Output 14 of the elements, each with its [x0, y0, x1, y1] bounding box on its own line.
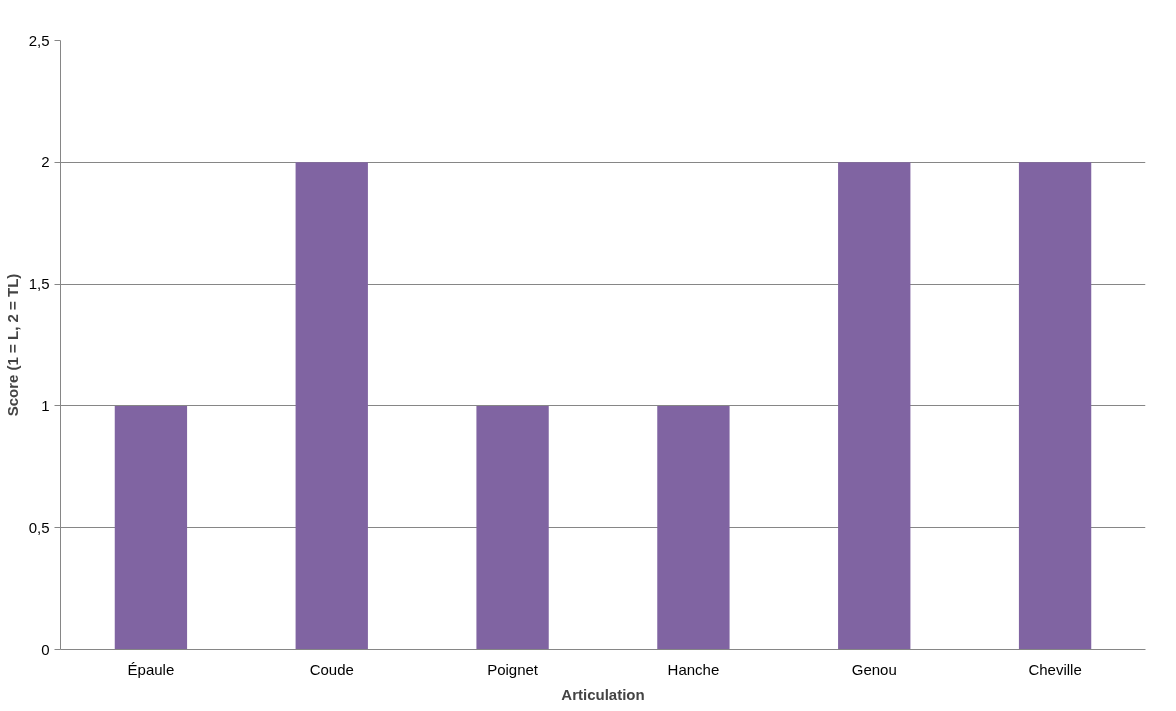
y-tick-label: 2,5: [28, 31, 50, 49]
y-axis-title: Score (1 = L, 2 = TL): [3, 273, 21, 417]
x-tick-label: Genou: [851, 660, 897, 678]
y-tick-label: 0,5: [28, 518, 50, 536]
x-axis-title: Articulation: [561, 685, 645, 703]
y-tick-label: 1,5: [28, 275, 50, 293]
y-tick-label: 2: [41, 153, 50, 171]
x-tick-label: Coude: [309, 660, 354, 678]
x-tick-label: Hanche: [667, 660, 720, 678]
x-tick-label: Cheville: [1028, 660, 1082, 678]
y-tick-label: 1: [41, 396, 50, 414]
x-tick-label: Épaule: [127, 660, 175, 678]
y-tick-label: 0: [41, 640, 50, 658]
x-tick-label: Poignet: [487, 660, 539, 678]
